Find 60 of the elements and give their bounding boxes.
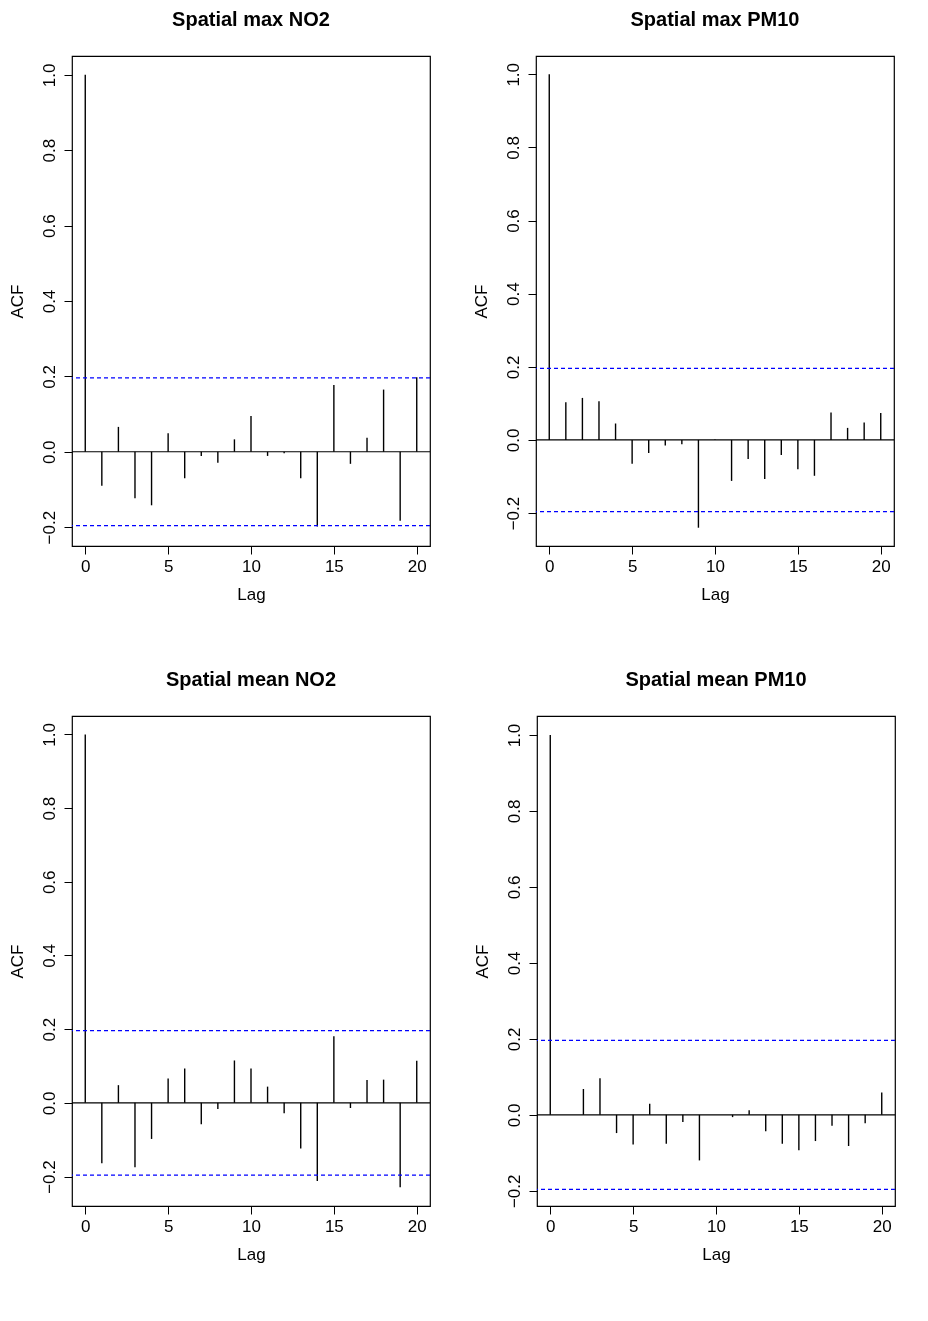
y-tick-label: 0.6 xyxy=(39,214,59,238)
x-tick-label: 10 xyxy=(242,1216,261,1236)
y-tick-label: −0.2 xyxy=(503,496,523,531)
y-tick-label: 0.6 xyxy=(503,209,523,233)
x-tick-label: 15 xyxy=(788,556,808,576)
y-tick-label: 1.0 xyxy=(504,723,524,748)
x-axis-title: Lag xyxy=(237,1244,266,1264)
y-tick-label: 0.8 xyxy=(39,796,59,821)
x-tick-label: 15 xyxy=(324,556,344,576)
chart-title: Spatial max NO2 xyxy=(172,8,330,30)
y-tick-label: 0.0 xyxy=(504,1103,524,1128)
y-tick-label: 0.2 xyxy=(39,1017,59,1042)
y-tick-label: −0.2 xyxy=(504,1174,524,1209)
y-tick-label: 0.2 xyxy=(503,355,523,380)
x-tick-label: 5 xyxy=(628,1216,639,1236)
y-tick-label: 0.0 xyxy=(503,428,523,453)
y-tick-label: 0.4 xyxy=(39,289,59,314)
chart-title: Spatial mean NO2 xyxy=(165,668,337,690)
x-tick-label: 15 xyxy=(324,1216,344,1236)
x-tick-label: 10 xyxy=(706,556,725,576)
y-tick-label: 0.2 xyxy=(39,365,59,389)
x-axis-title: Lag xyxy=(701,584,730,604)
x-tick-label: 5 xyxy=(627,556,638,576)
y-tick-label: 0.2 xyxy=(504,1027,524,1052)
x-axis-title: Lag xyxy=(237,584,266,604)
y-axis-title: ACF xyxy=(7,284,27,319)
chart-title: Spatial max PM10 xyxy=(630,8,800,30)
x-tick-label: 0 xyxy=(81,1216,91,1236)
y-tick-label: 0.0 xyxy=(39,1091,59,1116)
y-tick-label: 0.4 xyxy=(503,282,523,307)
y-tick-label: 1.0 xyxy=(39,723,59,747)
y-tick-label: 0.4 xyxy=(504,951,524,976)
x-tick-label: 20 xyxy=(872,1216,892,1236)
x-tick-label: 5 xyxy=(163,556,174,576)
x-tick-label: 20 xyxy=(871,556,891,576)
y-tick-label: 1.0 xyxy=(503,62,523,87)
x-tick-label: 5 xyxy=(163,1216,174,1236)
y-axis-title: ACF xyxy=(7,944,27,979)
x-tick-label: 0 xyxy=(545,556,555,576)
chart-title: Spatial mean PM10 xyxy=(625,668,807,690)
y-tick-label: −0.2 xyxy=(39,510,59,545)
x-tick-label: 0 xyxy=(81,556,91,576)
y-tick-label: −0.2 xyxy=(39,1160,59,1194)
x-tick-label: 10 xyxy=(707,1216,726,1236)
x-tick-label: 20 xyxy=(407,1216,427,1236)
x-tick-label: 20 xyxy=(407,556,427,576)
y-tick-label: 0.0 xyxy=(39,440,59,465)
y-tick-label: 0.8 xyxy=(504,799,524,824)
y-tick-label: 0.8 xyxy=(39,138,59,163)
y-tick-label: 0.6 xyxy=(504,875,524,900)
y-tick-label: 1.0 xyxy=(39,63,59,88)
y-tick-label: 0.4 xyxy=(39,944,59,968)
x-tick-label: 15 xyxy=(789,1216,809,1236)
x-tick-label: 10 xyxy=(242,556,261,576)
y-tick-label: 0.6 xyxy=(39,870,59,895)
x-tick-label: 0 xyxy=(546,1216,556,1236)
y-axis-title: ACF xyxy=(472,944,492,979)
x-axis-title: Lag xyxy=(702,1244,731,1264)
y-axis-title: ACF xyxy=(471,284,491,319)
y-tick-label: 0.8 xyxy=(503,136,523,160)
